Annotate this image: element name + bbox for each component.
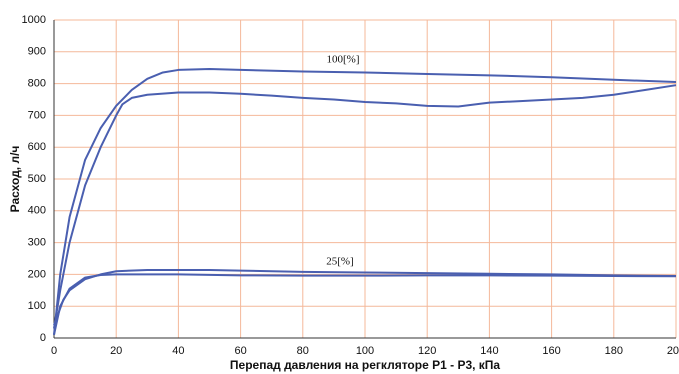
x-tick-label: 20 — [110, 345, 122, 357]
y-tick-label: 0 — [40, 332, 46, 344]
x-tick-label: 160 — [542, 345, 560, 357]
y-tick-label: 500 — [28, 173, 46, 185]
y-tick-label: 400 — [28, 205, 46, 217]
series-line — [53, 273, 677, 336]
y-tick-label: 300 — [28, 237, 46, 249]
annotation: 25[%] — [326, 256, 354, 268]
series-line — [53, 84, 677, 329]
y-tick-label: 1000 — [22, 14, 46, 26]
x-tick-label: 120 — [418, 345, 436, 357]
annotation: 100[%] — [327, 54, 360, 66]
series-line — [53, 67, 677, 335]
x-tick-label: 0 — [51, 345, 57, 357]
x-tick-label: 200 — [667, 345, 679, 357]
y-tick-label: 800 — [28, 78, 46, 90]
y-tick-label: 200 — [28, 268, 46, 280]
x-tick-label: 40 — [172, 345, 184, 357]
x-tick-label: 180 — [605, 345, 623, 357]
series-line — [53, 268, 677, 326]
y-tick-label: 700 — [28, 109, 46, 121]
x-tick-label: 60 — [234, 345, 246, 357]
y-tick-label: 900 — [28, 46, 46, 58]
x-tick-label: 140 — [480, 345, 498, 357]
x-tick-label: 100 — [356, 345, 374, 357]
x-axis-title: Перепад давления на регкляторе Р1 - Р3, … — [230, 358, 501, 372]
y-tick-label: 600 — [28, 141, 46, 153]
x-tick-label: 80 — [297, 345, 309, 357]
y-axis-title: Расход, л/ч — [8, 146, 22, 213]
y-tick-label: 100 — [28, 300, 46, 312]
